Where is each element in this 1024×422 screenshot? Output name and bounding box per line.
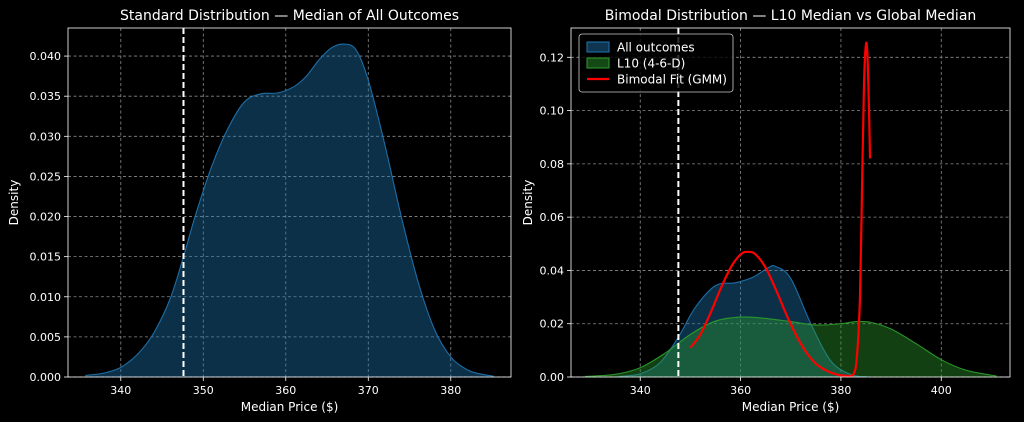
x-tick-label: 360: [730, 384, 751, 397]
axes-frame: [67, 27, 512, 378]
x-tick-label: 380: [440, 384, 461, 397]
y-tick-label: 0.02: [540, 318, 565, 331]
series-outline-1: [618, 265, 868, 378]
legend-swatch: [586, 41, 610, 53]
x-tick-label: 340: [110, 384, 131, 397]
x-axis-label: Median Price ($): [241, 400, 339, 414]
series-outline-1: [85, 43, 494, 377]
y-tick-label: 0.12: [540, 51, 565, 64]
legend: All outcomes L10 (4-6-D) Bimodal Fit (GMM): [578, 33, 734, 93]
y-tick-label: 0.10: [540, 105, 565, 118]
series-area-2: [585, 316, 997, 377]
x-axis-label: Median Price ($): [742, 400, 840, 414]
y-tick-label: 0.06: [540, 211, 565, 224]
y-tick-label: 0.020: [30, 211, 62, 224]
x-tick-label: 360: [275, 384, 296, 397]
legend-box: [578, 33, 734, 93]
y-tick-label: 0.00: [540, 371, 565, 384]
y-tick-label: 0.005: [30, 331, 62, 344]
y-axis-label: Density: [521, 180, 535, 226]
x-tick-label: 400: [931, 384, 952, 397]
series-outline-2: [585, 316, 997, 378]
legend-label: All outcomes: [617, 41, 695, 55]
series-area-1: [85, 44, 494, 378]
series-line-3: [689, 41, 872, 378]
plot-area: [68, 28, 511, 377]
x-tick-label: 380: [830, 384, 851, 397]
x-tick-label: 370: [358, 384, 379, 397]
x-tick-label: 340: [630, 384, 651, 397]
legend-label: L10 (4-6-D): [617, 57, 685, 71]
y-tick-label: 0.000: [30, 371, 62, 384]
x-tick-label: 350: [193, 384, 214, 397]
legend-label: Bimodal Fit (GMM): [617, 73, 727, 87]
y-tick-label: 0.08: [540, 158, 565, 171]
legend-swatch: [586, 57, 610, 69]
y-tick-label: 0.035: [30, 90, 62, 103]
y-tick-label: 0.015: [30, 251, 62, 264]
axes-frame: [570, 27, 1011, 378]
y-tick-label: 0.030: [30, 130, 62, 143]
y-tick-label: 0.04: [540, 264, 565, 277]
chart-panel-2: 340 360 380 400 0.00 0.02 0.04 0.06 0.08 0.10 0.12…: [521, 8, 1011, 414]
chart-title: Standard Distribution — Median of All Ou…: [120, 8, 459, 24]
y-tick-label: 0.040: [30, 50, 62, 63]
chart-title: Bimodal Distribution — L10 Median vs Glo…: [605, 8, 977, 24]
y-axis-label: Density: [7, 180, 21, 226]
chart-panel-1: 340 350 360 370 380 0.000 0.005 0.010 0.015 0.020…: [7, 8, 512, 414]
y-tick-label: 0.010: [30, 291, 62, 304]
y-tick-label: 0.025: [30, 170, 62, 183]
